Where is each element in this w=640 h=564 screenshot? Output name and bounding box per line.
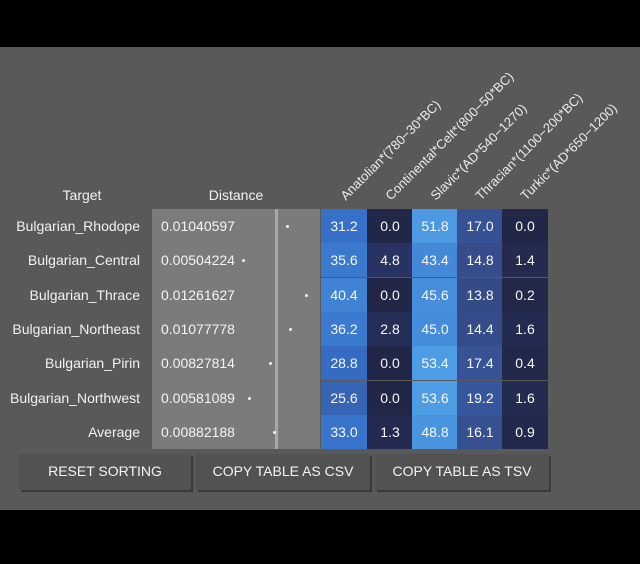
- row-distance-value: 0.00504224: [161, 252, 235, 268]
- admixture-cell: 25.6: [321, 381, 367, 415]
- row-distance-value: 0.00882188: [161, 424, 235, 440]
- row-distance-value: 0.01040597: [161, 218, 235, 234]
- admixture-cell: 0.9: [502, 415, 548, 449]
- admixture-cell: 0.0: [502, 209, 548, 243]
- admixture-cell: 35.6: [321, 243, 367, 277]
- admixture-cell: 13.8: [457, 278, 503, 312]
- row-target-label: Bulgarian_Rhodope: [16, 218, 140, 234]
- admixture-cell: 2.8: [367, 312, 413, 346]
- row-target-label: Bulgarian_Northeast: [12, 321, 140, 337]
- target-column-header[interactable]: Target: [62, 187, 102, 203]
- admixture-cell: 0.0: [367, 381, 413, 415]
- admixture-cell: 28.8: [321, 346, 367, 380]
- copy-tsv-button[interactable]: COPY TABLE AS TSV: [375, 454, 549, 490]
- admixture-cell: 40.4: [321, 278, 367, 312]
- distance-marker: [273, 431, 276, 434]
- row-target-label: Bulgarian_Thrace: [29, 287, 140, 303]
- admixture-cell: 14.8: [457, 243, 503, 277]
- distance-marker: [242, 259, 245, 262]
- admixture-cell: 0.0: [367, 346, 413, 380]
- admixture-cell: 0.0: [367, 209, 413, 243]
- distance-marker: [286, 225, 289, 228]
- admixture-cell: 1.3: [367, 415, 413, 449]
- admixture-cell: 48.8: [412, 415, 458, 449]
- distance-marker: [269, 362, 272, 365]
- distance-column-header[interactable]: Distance: [208, 187, 264, 203]
- admixture-cell: 0.0: [367, 278, 413, 312]
- admixture-cell: 31.2: [321, 209, 367, 243]
- copy-csv-button[interactable]: COPY TABLE AS CSV: [196, 454, 370, 490]
- distance-marker: [289, 328, 292, 331]
- distance-column-background: [152, 209, 320, 449]
- admixture-cell: 53.4: [412, 346, 458, 380]
- admixture-cell: 1.6: [502, 381, 548, 415]
- admixture-cell: 19.2: [457, 381, 503, 415]
- reset-sorting-button[interactable]: RESET SORTING: [19, 454, 191, 490]
- distance-marker: [305, 294, 308, 297]
- row-distance-value: 0.00581089: [161, 390, 235, 406]
- admixture-cell: 45.0: [412, 312, 458, 346]
- row-target-label: Bulgarian_Central: [27, 252, 140, 268]
- row-target-label: Average: [88, 424, 140, 440]
- admixture-cell: 17.4: [457, 346, 503, 380]
- row-target-label: Bulgarian_Pirin: [45, 355, 140, 371]
- admixture-cell: 0.2: [502, 278, 548, 312]
- row-distance-value: 0.00827814: [161, 355, 235, 371]
- admixture-cell: 45.6: [412, 278, 458, 312]
- row-target-label: Bulgarian_Northwest: [10, 390, 140, 406]
- row-distance-value: 0.01261627: [161, 287, 235, 303]
- admixture-cell: 43.4: [412, 243, 458, 277]
- admixture-cell: 16.1: [457, 415, 503, 449]
- admixture-cell: 53.6: [412, 381, 458, 415]
- admixture-cell: 36.2: [321, 312, 367, 346]
- admixture-cell: 1.4: [502, 243, 548, 277]
- admixture-cell: 1.6: [502, 312, 548, 346]
- distance-marker: [248, 397, 251, 400]
- distance-divider: [275, 209, 278, 449]
- admixture-cell: 17.0: [457, 209, 503, 243]
- admixture-cell: 4.8: [367, 243, 413, 277]
- admixture-cell: 51.8: [412, 209, 458, 243]
- admixture-cell: 33.0: [321, 415, 367, 449]
- row-distance-value: 0.01077778: [161, 321, 235, 337]
- admixture-cell: 14.4: [457, 312, 503, 346]
- admixture-cell: 0.4: [502, 346, 548, 380]
